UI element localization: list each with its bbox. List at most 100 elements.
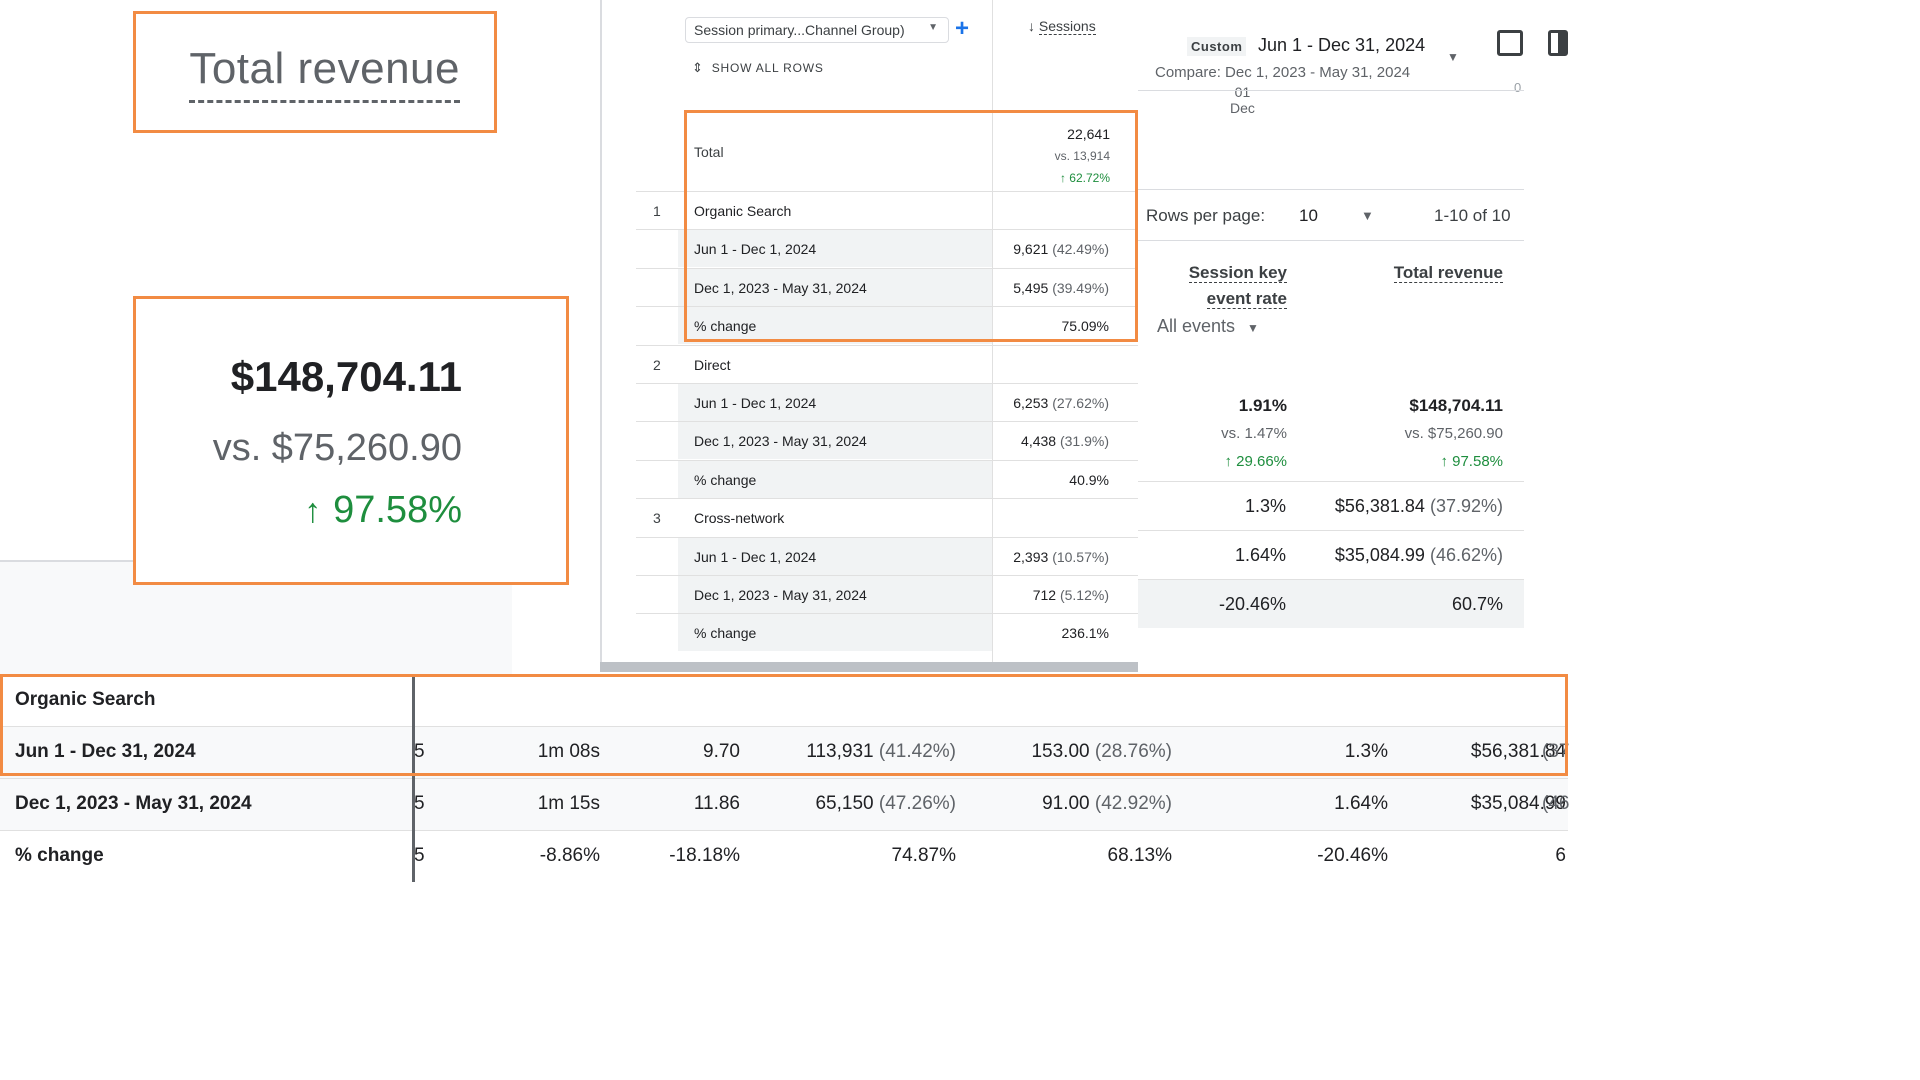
row-label: Dec 1, 2023 - May 31, 2024 [694,279,867,296]
axis-tick-day: 01 [1234,84,1251,100]
metric-value: 153.00 [1031,741,1090,762]
sessions-value: 236.1% [1061,625,1109,642]
total-sessions-compare: vs. 13,914 [1054,149,1110,163]
metric-cell: (37 [1542,741,1569,763]
metric-share: (41.42%) [878,741,956,762]
chevron-down-icon[interactable]: ▼ [1447,50,1459,64]
add-dimension-button[interactable]: + [955,15,970,42]
metric-cell: 6 [1555,845,1566,867]
sessions-column-header[interactable]: ↓ Sessions [1028,18,1096,35]
metric-cell: 68.13% [1108,845,1172,867]
sort-down-icon: ↓ [1028,18,1035,34]
expand-icon: ⇕ [692,60,704,75]
metric-value: 9.70 [703,741,740,762]
row-shade [678,576,992,613]
table-row[interactable]: 1.64% $35,084.99 (46.62%) [1138,530,1524,579]
revenue-value: 60.7% [1451,594,1503,614]
row-value: 712 (5.12%) [1033,587,1109,603]
table-row[interactable]: Jun 1 - Dec 1, 2024 6,253 (27.62%) [636,383,1138,421]
annotation-icon[interactable] [1497,30,1523,56]
metric-share: (28.76%) [1094,741,1172,762]
table-row[interactable]: Dec 1, 2023 - May 31, 2024 5 1m 15s 11.86 65… [0,778,1570,830]
table-row[interactable]: Jun 1 - Dec 1, 2024 9,621 (42.49%) [636,229,1138,268]
row-value: 40.9% [1069,472,1109,488]
table-row[interactable]: Dec 1, 2023 - May 31, 2024 712 (5.12%) [636,575,1138,613]
total-row-value: 22,641 vs. 13,914 ↑ 62.72% [1000,123,1110,189]
custom-badge: Custom [1187,37,1247,56]
revenue-total-change: ↑ 97.58% [1440,453,1503,470]
row-shade [678,422,992,460]
table-row[interactable]: Jun 1 - Dec 1, 2024 2,393 (10.57%) [636,536,1138,575]
date-range[interactable]: Jun 1 - Dec 31, 2024 [1258,35,1426,55]
event-filter-value: All events [1157,316,1236,336]
horizontal-scrollbar[interactable] [600,662,1138,672]
table-row[interactable]: % change 5 -8.86% -18.18% 74.87% 68.13% -20.46… [0,830,1568,882]
table-row[interactable]: % change 236.1% [636,613,1138,652]
table-row[interactable]: 1 Organic Search [636,191,1138,229]
metric-cell: $35,084.99 [1471,793,1566,815]
revenue-cell: $56,381.84 (37.92%) [1335,496,1503,517]
metric-cell: -18.18% [669,845,740,867]
sessions-value: 9,621 [1013,241,1049,258]
row-label: % change [694,471,757,488]
key-rate-change: ↑ 29.66% [1224,453,1287,470]
row-number: 1 [653,203,661,219]
metric-cell: 91.00 (42.92%) [1042,793,1172,815]
highlight-box [0,674,1568,776]
frozen-column-divider[interactable] [412,674,415,882]
row-label: Cross-network [694,510,785,527]
table-row[interactable]: Dec 1, 2023 - May 31, 2024 5,495 (39.49%) [636,267,1138,306]
up-arrow-icon: ↑ [304,492,322,530]
metric-cell: 11.86 [694,793,740,815]
event-filter-select[interactable]: All events ▼ [1157,316,1259,337]
metric-value: 11.86 [693,793,740,814]
dropdown-caret-icon[interactable]: ▼ [1361,208,1374,223]
table-row[interactable]: Dec 1, 2023 - May 31, 2024 4,438 (31.9%) [636,421,1138,460]
metric-title[interactable]: Total revenue [189,44,460,103]
axis-zero-label: 0 [1514,80,1522,95]
table-row[interactable]: % change 40.9% [636,459,1138,498]
metric-cell: 153.00 (28.76%) [1031,741,1172,763]
revenue-total-compare: vs. $75,260.90 [1404,425,1503,442]
header-label: Total revenue [1393,263,1503,283]
table-row[interactable]: Organic Search [0,674,1568,726]
sessions-value: 712 [1032,587,1057,603]
side-panel-icon[interactable] [1548,30,1568,56]
metric-cell: -8.86% [540,845,600,867]
revenue-scorecard: $148,704.11 vs. $75,260.90 ↑ 97.58% [133,296,569,585]
metric-value: -8.86% [539,845,600,866]
metric-value: (37 [1542,741,1570,762]
table-row[interactable]: Jun 1 - Dec 31, 2024 5 1m 08s 9.70 113,931 (… [0,726,1569,778]
compare-range[interactable]: Compare: Dec 1, 2023 - May 31, 2024 [1155,64,1411,81]
metric-value: (46 [1542,793,1570,814]
metric-value: 65,150 [815,793,874,814]
key-rate-cell: -20.46% [1218,594,1286,614]
metric-cell: 9.70 [703,741,740,763]
metric-cell: 1m 15s [538,793,600,815]
row-shade [678,614,992,652]
table-row[interactable]: 1.3% $56,381.84 (37.92%) [1138,481,1524,530]
table-row[interactable]: 2 Direct [636,344,1138,383]
row-shade [678,268,992,306]
total-revenue-header[interactable]: Total revenue [1370,260,1503,286]
table-row[interactable]: 3 Cross-network [636,498,1138,537]
metric-value: 91.00 [1042,793,1090,814]
table-row[interactable]: % change 75.09% [636,306,1138,345]
metric-value: 113,931 [806,741,874,762]
row-label: % change [15,845,104,866]
dimension-select[interactable]: Session primary...Channel Group) ▼ [685,17,949,43]
row-shade [678,537,992,575]
revenue-share: (37.92%) [1429,496,1503,516]
show-all-rows-button[interactable]: ⇕ SHOW ALL ROWS [692,60,824,76]
table-row[interactable]: -20.46% 60.7% [1138,579,1524,628]
axis-tick-month: Dec [1230,100,1255,116]
metric-value: 1m 08s [537,741,600,762]
metric-cell: $56,381.84 [1471,741,1566,763]
row-shade [678,230,992,268]
dropdown-caret-icon: ▼ [928,22,938,33]
metric-value: -20.46% [1317,845,1388,866]
rows-per-page-select[interactable]: 10 [1299,206,1318,225]
session-key-event-rate-header[interactable]: Session key event rate [1170,260,1287,312]
divider [1138,90,1524,91]
metric-value: 1.64% [1334,793,1388,814]
